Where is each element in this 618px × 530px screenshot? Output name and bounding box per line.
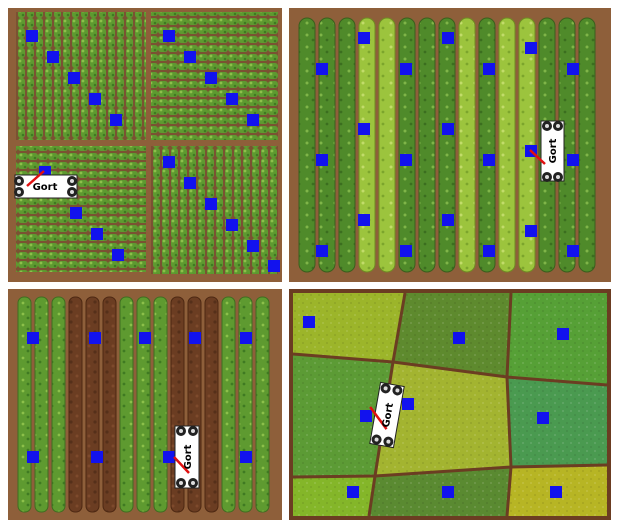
target-marker bbox=[27, 451, 39, 463]
crop-row bbox=[119, 296, 134, 513]
target-marker bbox=[400, 154, 412, 166]
crop-row bbox=[378, 17, 396, 273]
target-marker bbox=[358, 32, 370, 44]
target-marker bbox=[226, 219, 238, 231]
target-marker bbox=[537, 412, 549, 424]
crop-row bbox=[498, 17, 516, 273]
crop-row bbox=[418, 17, 436, 273]
target-marker bbox=[525, 42, 537, 54]
crop-row bbox=[478, 17, 496, 273]
target-marker bbox=[483, 63, 495, 75]
target-marker bbox=[360, 410, 372, 422]
target-marker bbox=[68, 72, 80, 84]
field-panel-bottom-left: Gort bbox=[8, 289, 282, 520]
crop-row bbox=[153, 296, 168, 513]
target-marker bbox=[442, 214, 454, 226]
target-marker bbox=[442, 123, 454, 135]
target-marker bbox=[26, 30, 38, 42]
target-marker bbox=[453, 332, 465, 344]
crop-row bbox=[51, 296, 66, 513]
crop-row bbox=[458, 17, 476, 273]
robot-arm bbox=[173, 456, 190, 474]
robot-label: Gort bbox=[33, 182, 58, 193]
target-marker bbox=[400, 245, 412, 257]
target-marker bbox=[442, 486, 454, 498]
target-marker bbox=[47, 51, 59, 63]
target-marker bbox=[89, 332, 101, 344]
target-marker bbox=[91, 228, 103, 240]
crop-row bbox=[398, 17, 416, 273]
target-marker bbox=[400, 63, 412, 75]
target-marker bbox=[525, 225, 537, 237]
crop-row bbox=[358, 17, 376, 273]
target-marker bbox=[112, 249, 124, 261]
crop-row bbox=[338, 17, 356, 273]
tilled-row bbox=[85, 296, 100, 513]
robot[interactable]: Gort bbox=[14, 170, 78, 199]
crop-row bbox=[136, 296, 151, 513]
target-marker bbox=[163, 451, 175, 463]
target-marker bbox=[27, 332, 39, 344]
robot[interactable]: Gort bbox=[173, 425, 200, 489]
target-marker bbox=[402, 398, 414, 410]
target-marker bbox=[240, 332, 252, 344]
target-marker bbox=[139, 332, 151, 344]
crop-row bbox=[298, 17, 316, 273]
target-marker bbox=[316, 245, 328, 257]
target-marker bbox=[89, 93, 101, 105]
field-panel-top-right: Gort bbox=[289, 8, 611, 282]
crop-row bbox=[438, 17, 456, 273]
target-marker bbox=[557, 328, 569, 340]
target-marker bbox=[70, 207, 82, 219]
target-marker bbox=[205, 198, 217, 210]
robot[interactable]: Gort bbox=[529, 120, 565, 182]
crop-row bbox=[578, 17, 596, 273]
target-marker bbox=[358, 214, 370, 226]
target-marker bbox=[567, 63, 579, 75]
robot-arm bbox=[26, 170, 45, 187]
target-marker bbox=[567, 154, 579, 166]
tilled-row bbox=[204, 296, 219, 513]
crop-row bbox=[318, 17, 336, 273]
field-panel-bottom-right: Gort bbox=[289, 289, 611, 520]
target-marker bbox=[184, 51, 196, 63]
target-marker bbox=[240, 451, 252, 463]
target-marker bbox=[91, 451, 103, 463]
target-marker bbox=[163, 156, 175, 168]
target-marker bbox=[483, 154, 495, 166]
crop-row bbox=[34, 296, 49, 513]
robot-arm bbox=[369, 406, 388, 430]
target-marker bbox=[110, 114, 122, 126]
tilled-row bbox=[102, 296, 117, 513]
robot-label: Gort bbox=[183, 444, 194, 469]
target-marker bbox=[247, 114, 259, 126]
crop-row bbox=[221, 296, 236, 513]
target-marker bbox=[316, 154, 328, 166]
target-marker bbox=[205, 72, 217, 84]
robot[interactable]: Gort bbox=[364, 381, 405, 449]
target-marker bbox=[189, 332, 201, 344]
target-marker bbox=[550, 486, 562, 498]
target-marker bbox=[184, 177, 196, 189]
field-panel-top-left: Gort bbox=[8, 8, 282, 282]
robot-arm bbox=[529, 149, 546, 165]
target-marker bbox=[226, 93, 238, 105]
crop-row bbox=[238, 296, 253, 513]
target-marker bbox=[268, 260, 280, 272]
tilled-row bbox=[68, 296, 83, 513]
crop-row bbox=[17, 296, 32, 513]
target-marker bbox=[442, 32, 454, 44]
robot-label: Gort bbox=[381, 402, 396, 429]
crop-row bbox=[255, 296, 270, 513]
target-marker bbox=[347, 486, 359, 498]
target-marker bbox=[163, 30, 175, 42]
target-marker bbox=[247, 240, 259, 252]
target-marker bbox=[358, 123, 370, 135]
target-marker bbox=[567, 245, 579, 257]
target-marker bbox=[303, 316, 315, 328]
robot-label: Gort bbox=[548, 138, 559, 163]
target-marker bbox=[483, 245, 495, 257]
target-marker bbox=[316, 63, 328, 75]
field-texture bbox=[293, 293, 607, 516]
